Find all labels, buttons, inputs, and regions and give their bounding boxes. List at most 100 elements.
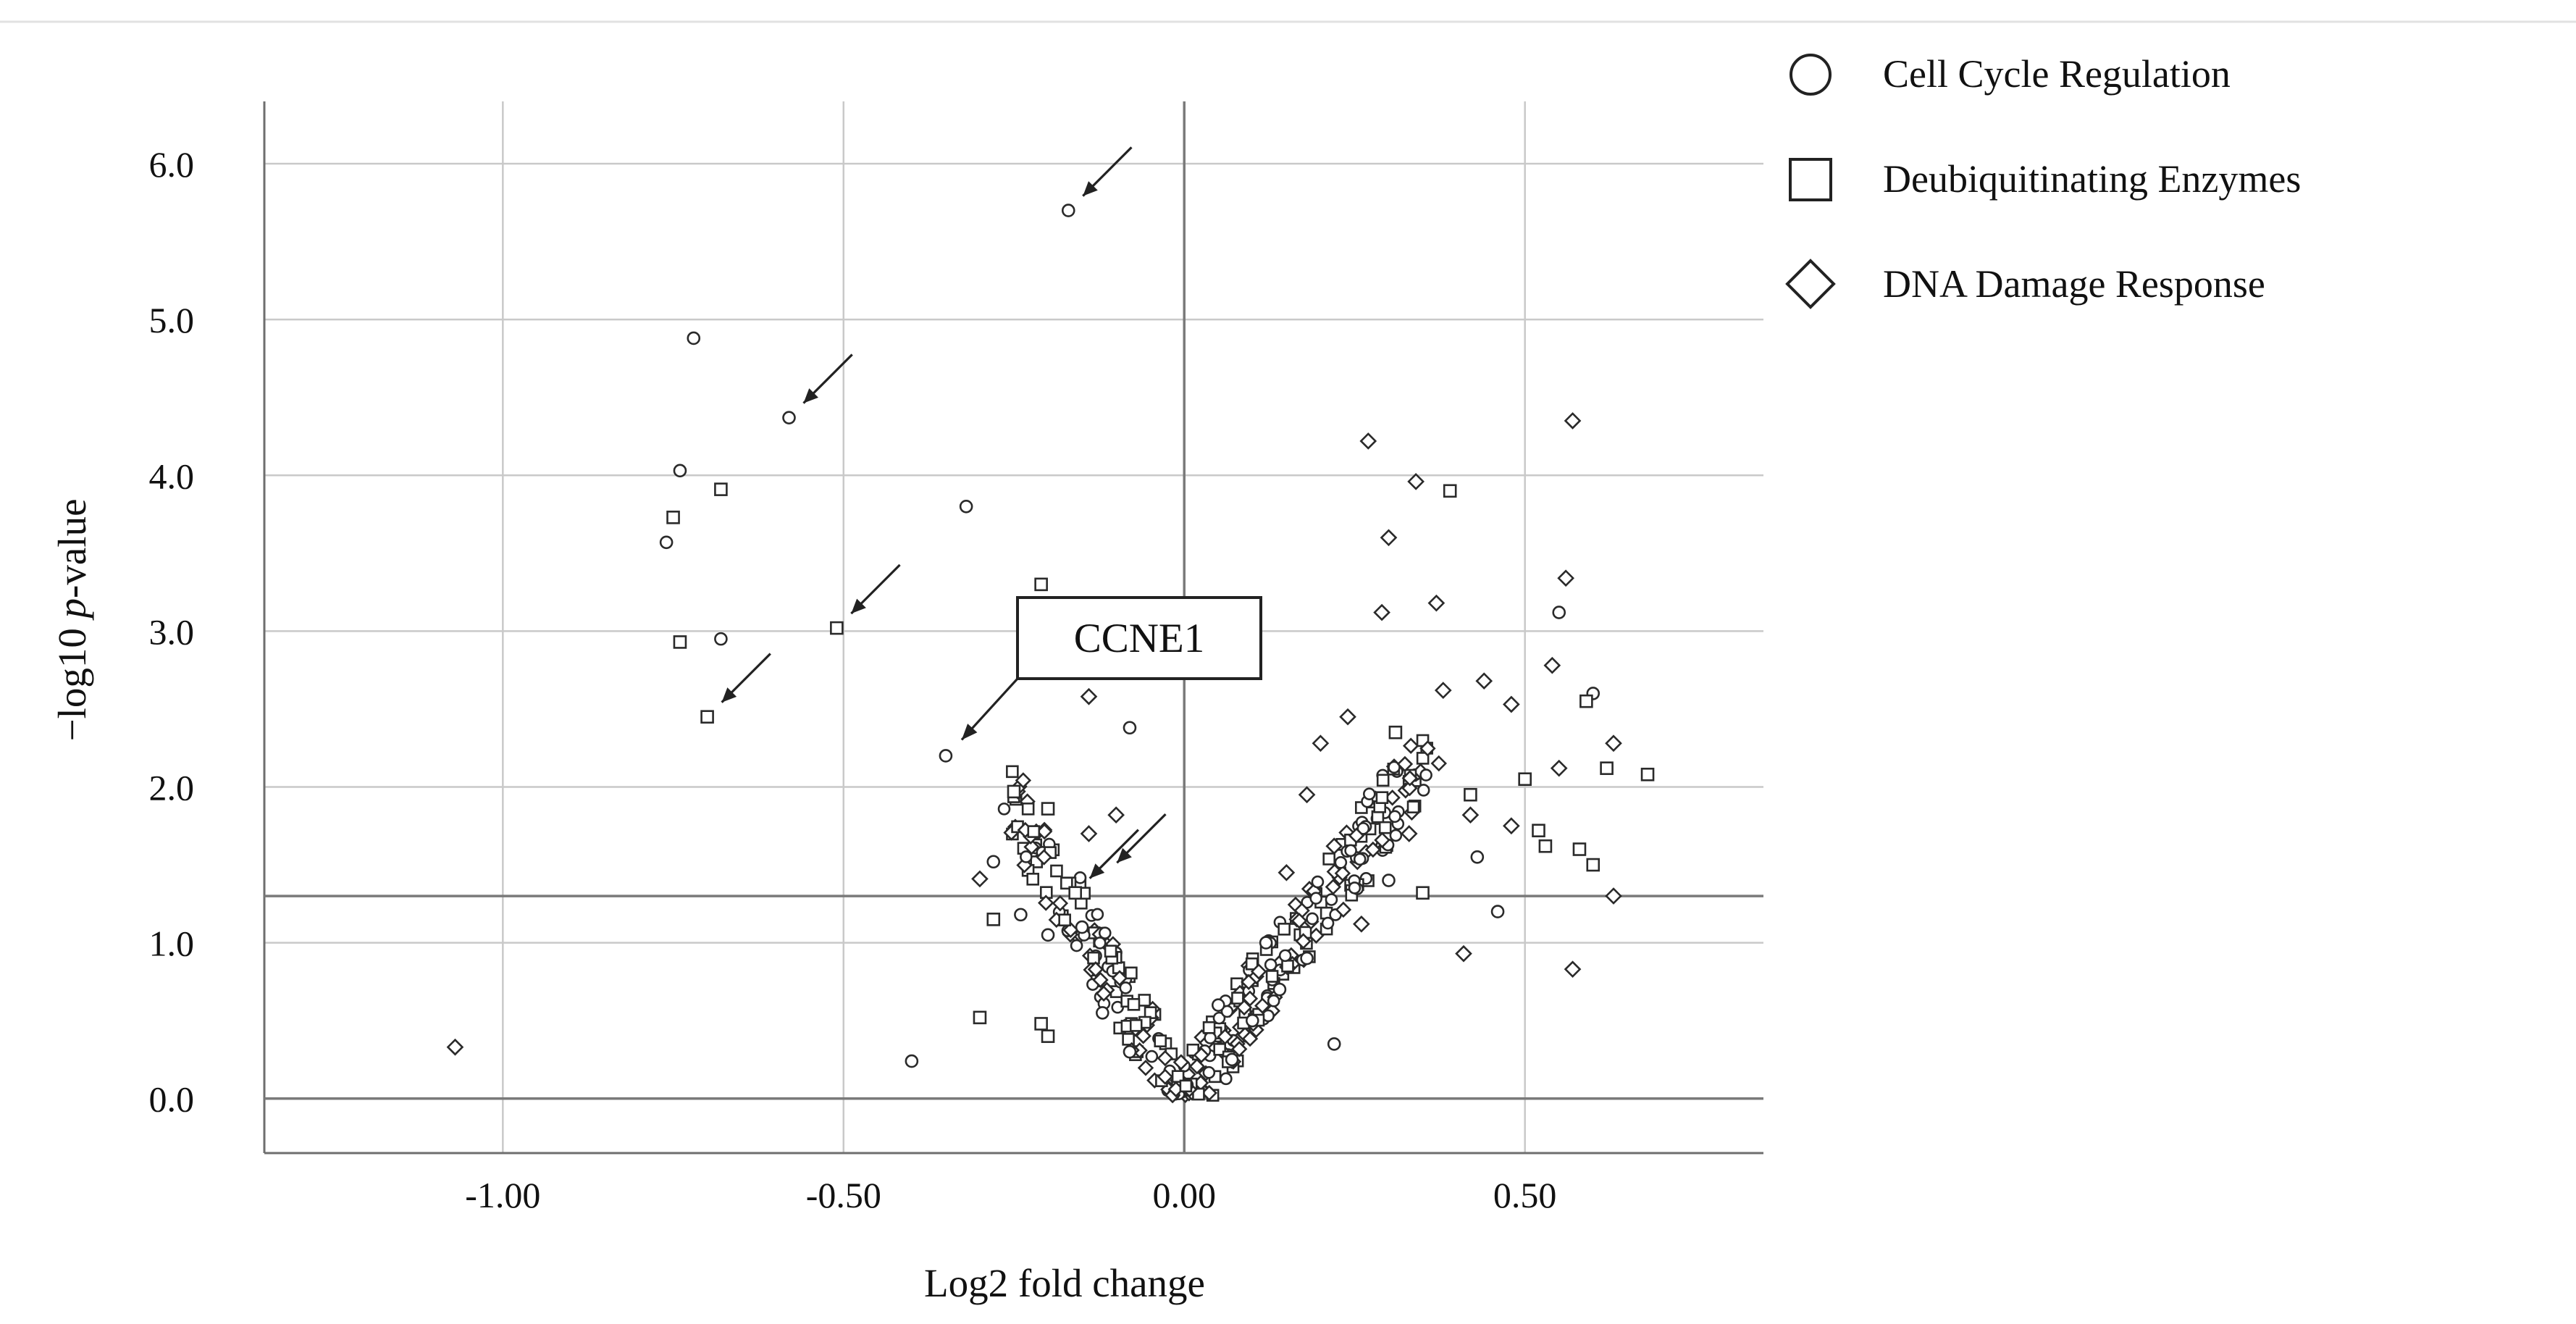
data-point-square [1532, 824, 1545, 838]
data-point-diamond [1353, 915, 1370, 933]
cloud-point [1125, 966, 1138, 980]
data-point-diamond [971, 870, 989, 888]
legend-label-cell-cycle: Cell Cycle Regulation [1883, 52, 2231, 96]
cloud-point [1192, 1087, 1205, 1101]
cloud-point [1087, 951, 1100, 965]
cloud-point [1138, 994, 1151, 1007]
x-tick-label: 0.50 [1493, 1175, 1557, 1215]
cloud-point [1171, 1070, 1185, 1083]
cloud-point [1204, 1031, 1217, 1044]
y-tick-label: 1.0 [149, 923, 195, 964]
cloud-point [1062, 921, 1079, 939]
cloud-point [1111, 970, 1128, 986]
data-point-diamond [1325, 837, 1343, 855]
cloud-point [1154, 1034, 1167, 1047]
data-point-square [714, 482, 728, 496]
data-point-circle [939, 749, 953, 763]
data-point-diamond [1407, 473, 1425, 490]
data-point-square [1388, 725, 1403, 739]
cloud-point [1309, 892, 1322, 905]
cloud-point [1334, 856, 1348, 869]
data-point-square [1041, 802, 1055, 816]
cloud-point [1058, 913, 1071, 927]
cloud-point [1254, 997, 1271, 1014]
data-point-diamond [1503, 817, 1520, 835]
data-point-diamond [1564, 412, 1582, 430]
data-point-diamond [1400, 825, 1418, 842]
cloud-point [1129, 1019, 1143, 1032]
data-point-diamond [1427, 594, 1446, 612]
data-point-circle [1123, 721, 1137, 735]
y-tick-label: 6.0 [149, 144, 195, 185]
cloud-point [1348, 827, 1365, 844]
cloud-point [1265, 970, 1279, 983]
legend-label-dna-damage: DNA Damage Response [1883, 262, 2265, 306]
data-point-diamond [1080, 825, 1098, 842]
background-point-cloud [997, 734, 1447, 1104]
cloud-point [1402, 737, 1419, 754]
data-point-square [1034, 577, 1048, 592]
y-axis-title-suffix: -value [50, 499, 94, 598]
data-point-diamond [1605, 734, 1622, 753]
cloud-point [1093, 937, 1107, 950]
x-tick-label: -0.50 [806, 1175, 881, 1215]
data-point-square [1443, 484, 1457, 498]
data-point-square [1518, 772, 1532, 787]
y-tick-label: 2.0 [149, 767, 195, 808]
data-point-diamond [1277, 863, 1296, 881]
cloud-point [1179, 1079, 1193, 1093]
cloud-point [1137, 1060, 1154, 1076]
cloud-point [1356, 822, 1370, 835]
cloud-point [1060, 876, 1073, 890]
cloud-point [1026, 873, 1040, 886]
data-point-circle [959, 499, 973, 514]
data-point-diamond [1080, 687, 1098, 705]
callout-arrow-head [961, 724, 978, 740]
data-point-diamond [1605, 887, 1622, 905]
data-point-square [830, 621, 844, 635]
data-point-square [666, 511, 680, 524]
data-point-square [673, 635, 687, 649]
data-point-circle [1061, 204, 1075, 217]
cloud-point [1241, 973, 1257, 991]
data-point-circle [1259, 936, 1273, 950]
arrow-head [851, 598, 866, 614]
cloud-point [1212, 1011, 1226, 1025]
cloud-point [1311, 875, 1325, 889]
cloud-point [1278, 949, 1292, 963]
data-points [446, 204, 1655, 1068]
cloud-point [1335, 901, 1352, 918]
cloud-point [1104, 944, 1117, 958]
data-point-square [1464, 787, 1477, 802]
cloud-point [1419, 740, 1436, 757]
cloud-point [1023, 839, 1040, 855]
grid-lines [264, 101, 1763, 1153]
cloud-point [1231, 1041, 1248, 1057]
arrow-head [1089, 863, 1105, 879]
y-axis-title-prefix: −log10 [50, 618, 94, 741]
cloud-point [1362, 787, 1376, 800]
axes [263, 101, 1763, 1155]
cloud-point [1172, 1054, 1190, 1070]
legend-square-marker [1789, 158, 1832, 201]
cloud-point [1295, 933, 1312, 950]
cloud-point [1334, 865, 1351, 881]
cloud-point [1281, 960, 1294, 973]
cloud-point [1052, 894, 1069, 912]
cloud-point [1401, 779, 1418, 797]
cloud-point [1020, 850, 1033, 863]
cloud-point [1374, 831, 1390, 849]
pointer-arrow [1082, 146, 1133, 197]
cloud-point [1157, 1049, 1174, 1067]
arrow-head [1117, 847, 1132, 863]
cloud-point [1389, 829, 1403, 842]
arrow-head [721, 687, 737, 703]
cloud-point [1038, 894, 1054, 911]
data-point-square [986, 913, 1001, 926]
data-point-circle [1211, 998, 1225, 1012]
cloud-point [1375, 791, 1389, 805]
data-point-diamond [1564, 960, 1582, 979]
pointer-arrow [721, 653, 771, 703]
data-point-circle [782, 411, 796, 424]
